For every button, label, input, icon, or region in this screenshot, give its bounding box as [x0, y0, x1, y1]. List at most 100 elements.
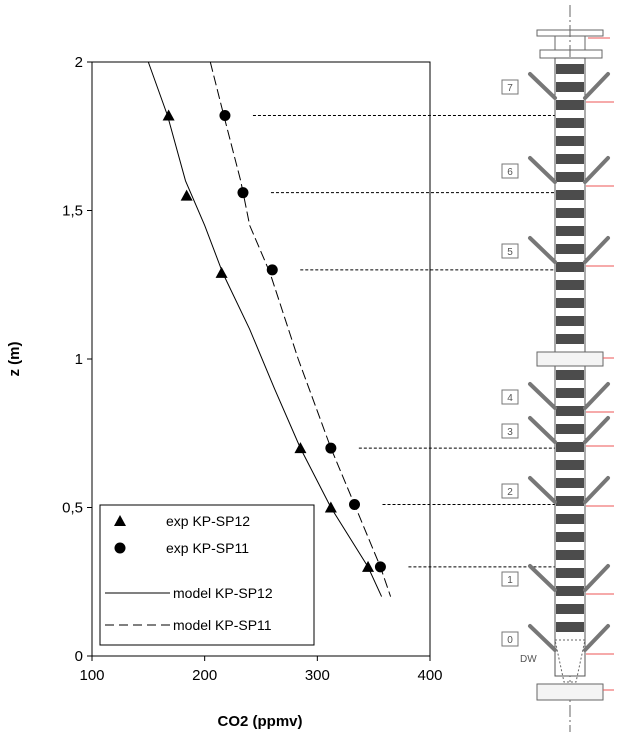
legend-marker-circle	[114, 542, 126, 554]
port-arm-right	[583, 564, 610, 592]
data-point-triangle	[180, 189, 193, 201]
legend-marker-triangle	[114, 515, 126, 526]
port-label-box	[501, 243, 519, 259]
packing-band	[556, 154, 584, 164]
packing-band	[556, 262, 584, 272]
y-axis-title: z (m)	[6, 342, 23, 377]
x-tick-label: 400	[417, 667, 442, 684]
leader-lines	[252, 114, 572, 568]
port-label-box	[501, 389, 519, 405]
packing-band	[556, 280, 584, 290]
x-tick-label: 300	[305, 667, 330, 684]
packing-band	[556, 568, 584, 578]
packing-band	[556, 514, 584, 524]
packing-band	[556, 118, 584, 128]
packing-band	[556, 226, 584, 236]
packing-band	[556, 64, 584, 74]
packing-band	[556, 496, 584, 506]
x-tick-label: 200	[192, 667, 217, 684]
bottom-label: DW	[520, 654, 537, 665]
packing-bands	[556, 64, 584, 632]
axes-layer: 100 200 300 400 0 0,5 1 1,5 2	[62, 54, 442, 684]
port-arm-left	[528, 416, 557, 444]
port-label: 5	[507, 247, 513, 258]
port-arm-right	[583, 382, 610, 410]
plot-layer	[147, 61, 392, 597]
legend-label-model-sp12: model KP-SP12	[173, 585, 273, 601]
legend-label-exp-sp11: exp KP-SP11	[166, 540, 249, 556]
bottom-flange	[536, 683, 604, 701]
packing-band	[556, 460, 584, 470]
port-label-box	[501, 631, 519, 647]
port-label-box	[501, 483, 519, 499]
packing-band	[556, 442, 584, 452]
packing-band	[556, 622, 584, 632]
data-point-circle	[219, 109, 231, 121]
port-arm-left	[528, 72, 557, 100]
packing-band	[556, 532, 584, 542]
port-label-box	[501, 571, 519, 587]
column-body	[554, 57, 586, 677]
port-label: 3	[507, 427, 513, 438]
packing-band	[556, 406, 584, 416]
port-arm-left	[528, 382, 557, 410]
data-point-triangle	[215, 266, 228, 278]
port-arm-left	[528, 156, 557, 184]
packing-band	[556, 136, 584, 146]
column-schematic: DW 7 6 5 4 3 2 1 0	[501, 5, 614, 732]
data-point-triangle	[162, 109, 175, 121]
port-arm-right	[583, 476, 610, 504]
port-label: 4	[507, 393, 513, 404]
packing-band	[556, 586, 584, 596]
packing-band	[556, 172, 584, 182]
packing-band	[556, 244, 584, 254]
packing-band	[556, 298, 584, 308]
port-arm-right	[583, 156, 610, 184]
y-tick-label: 1	[75, 351, 83, 368]
x-tick-label: 100	[79, 667, 104, 684]
packing-band	[556, 388, 584, 398]
y-tick-label: 0,5	[62, 500, 83, 517]
packing-band	[556, 370, 584, 380]
y-tick-label: 0	[75, 648, 83, 665]
port-label: 0	[507, 635, 513, 646]
middle-flange	[536, 351, 604, 367]
packing-band	[556, 424, 584, 434]
packing-band	[556, 100, 584, 110]
port-arm-left	[528, 624, 557, 652]
port-label-box	[501, 423, 519, 439]
packing-band	[556, 208, 584, 218]
legend-box	[99, 504, 315, 646]
data-point-circle	[325, 442, 337, 454]
legend: exp KP-SP12 exp KP-SP11 model KP-SP12 mo…	[99, 504, 315, 646]
sampling-ports: 7 6 5 4 3 2 1 0	[501, 72, 614, 655]
port-arm-right	[583, 236, 610, 264]
packing-band	[556, 316, 584, 326]
series-line-2	[147, 61, 383, 597]
packing-band	[556, 550, 584, 560]
packing-band	[556, 82, 584, 92]
port-label: 6	[507, 167, 513, 178]
port-label: 7	[507, 83, 513, 94]
packing-band	[556, 334, 584, 344]
y-tick-label: 1,5	[62, 203, 83, 220]
port-arm-left	[528, 476, 557, 504]
packing-band	[556, 190, 584, 200]
port-label-box	[501, 79, 519, 95]
series-line-3	[209, 61, 392, 597]
packing-band	[556, 478, 584, 488]
packing-band	[556, 604, 584, 614]
legend-label-model-sp11: model KP-SP11	[173, 617, 272, 633]
port-label: 2	[507, 487, 513, 498]
port-arm-left	[528, 564, 557, 592]
port-label: 1	[507, 575, 513, 586]
port-arm-right	[583, 416, 610, 444]
port-label-box	[501, 163, 519, 179]
x-axis-title: CO2 (ppmv)	[217, 713, 302, 730]
port-arm-left	[528, 236, 557, 264]
y-tick-label: 2	[75, 54, 83, 71]
port-arm-right	[583, 72, 610, 100]
port-arm-right	[583, 624, 610, 652]
legend-label-exp-sp12: exp KP-SP12	[166, 513, 250, 529]
